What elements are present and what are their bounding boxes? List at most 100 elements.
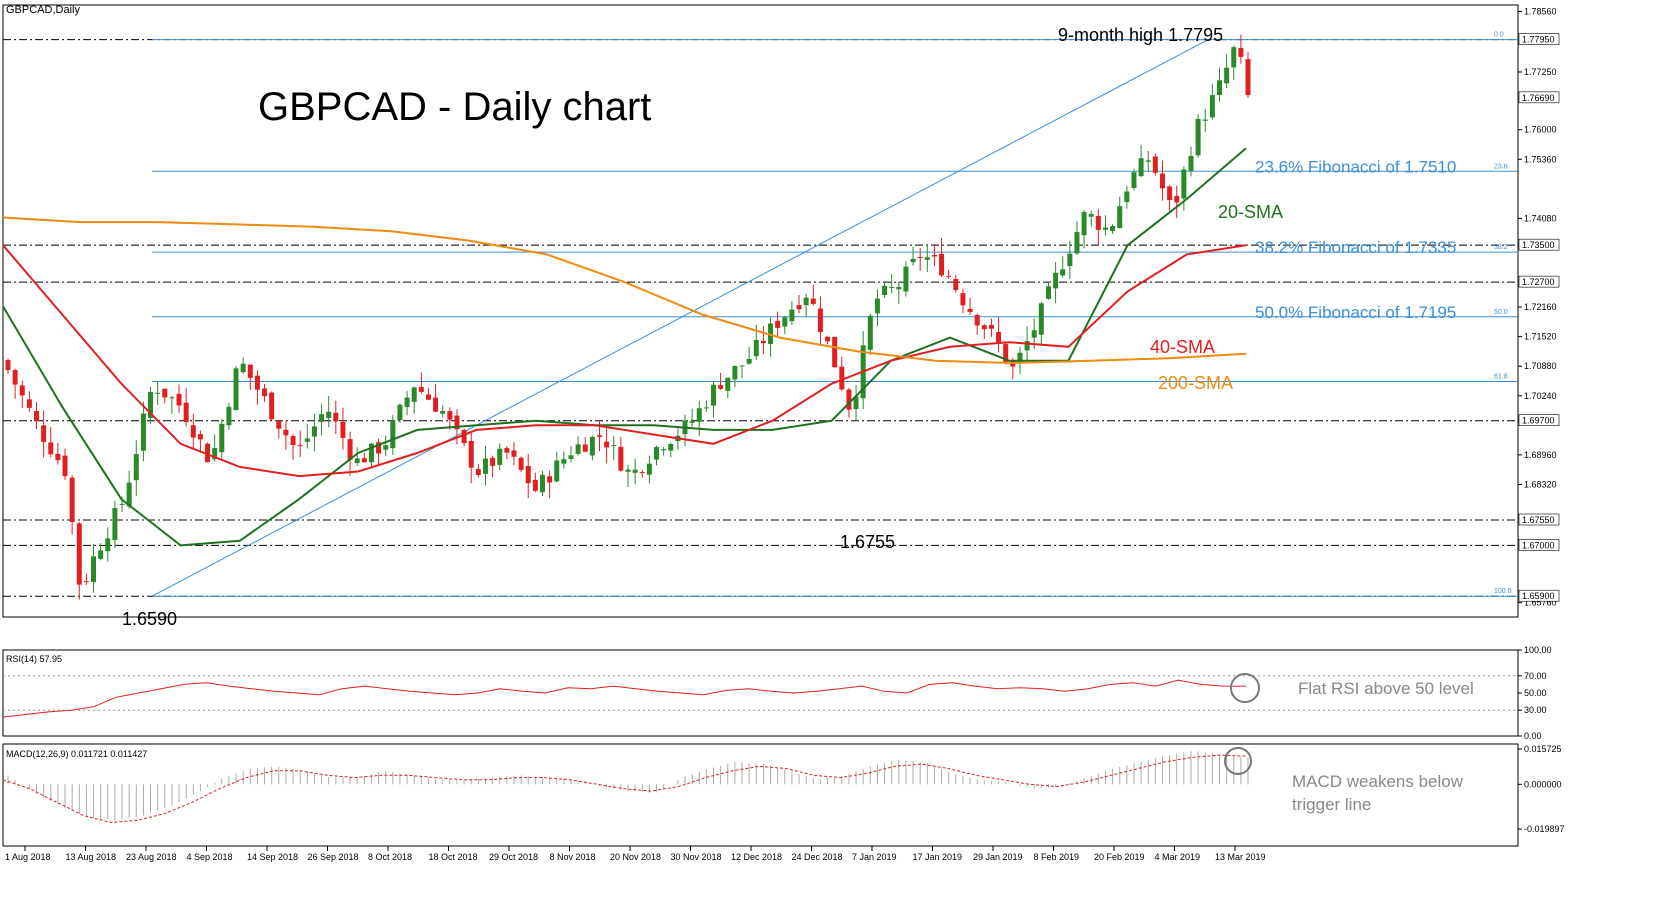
candle-body: [618, 446, 624, 471]
candle-body: [1124, 191, 1130, 203]
candle-body: [753, 339, 759, 357]
candle-body: [917, 257, 923, 259]
candle-body: [1038, 303, 1044, 335]
candle-body: [604, 441, 610, 448]
candle-body: [768, 323, 774, 344]
rsi-label: RSI(14) 57.95: [6, 654, 62, 664]
candle-body: [1095, 215, 1101, 230]
candle-body: [575, 444, 581, 454]
candle-body: [960, 293, 966, 306]
sma200-line: [2, 216, 1247, 365]
candle-body: [525, 465, 531, 484]
fibonacci-trendline: [151, 39, 1209, 597]
price-tick-label: 1.77250: [1524, 67, 1557, 77]
candle-body: [789, 309, 795, 322]
rsi-annotation: Flat RSI above 50 level: [1298, 679, 1474, 698]
annotation-label: 1.6590: [122, 609, 177, 629]
candle-body: [1031, 330, 1037, 338]
candle-body: [1024, 341, 1030, 351]
macd-panel: MACD(12,26,9) 0.011721 0.011427 0.015725 0…: [2, 744, 1565, 834]
candle-body: [639, 471, 645, 473]
candle-body: [1060, 269, 1066, 276]
candle-body: [696, 408, 702, 422]
candle-body: [126, 482, 132, 507]
candle-body: [105, 538, 111, 552]
price-tick-label: 1.72160: [1524, 302, 1557, 312]
candle-body: [718, 385, 724, 389]
candle-body: [817, 308, 823, 333]
candle-body: [1202, 119, 1208, 121]
fibonacci-level-label: 0.0: [1494, 32, 1504, 39]
candle-body: [739, 365, 745, 367]
candle-body: [5, 360, 11, 371]
candle-body: [867, 315, 873, 350]
price-tick-label: 1.78560: [1524, 6, 1557, 16]
date-label: 8 Oct 2018: [368, 852, 412, 862]
candle-body: [589, 436, 595, 456]
price-highlight-box: [1518, 275, 1560, 288]
candle-body: [197, 434, 203, 440]
candle-body: [240, 363, 246, 373]
price-tick-label: 1.76000: [1524, 125, 1557, 135]
price-highlight-label: 1.65900: [1522, 591, 1555, 601]
candle-body: [490, 457, 496, 466]
date-label: 23 Aug 2018: [126, 852, 177, 862]
price-highlight-label: 1.73500: [1522, 240, 1555, 250]
candle-body: [319, 414, 325, 422]
fibonacci-level-label: 61.8: [1494, 373, 1508, 380]
price-highlight-box: [1518, 414, 1560, 426]
candle-body: [133, 454, 139, 481]
candle-body: [903, 266, 909, 292]
macd-annotation-line2: trigger line: [1292, 795, 1371, 814]
candle-body: [190, 425, 196, 438]
candle-body: [1145, 160, 1151, 162]
candle-body: [475, 469, 481, 476]
macd-tick-label: -0.019897: [1524, 824, 1565, 834]
candle-body: [361, 458, 367, 463]
macd-annotation-line1: MACD weakens below: [1292, 772, 1464, 791]
candle-body: [689, 421, 695, 423]
candle-body: [205, 443, 211, 463]
candle-body: [924, 257, 930, 260]
candle-body: [668, 444, 674, 451]
candle-body: [368, 443, 374, 463]
candle-body: [561, 459, 567, 464]
candle-body: [112, 508, 118, 541]
candle-body: [953, 278, 959, 291]
candle-body: [1174, 196, 1180, 203]
candle-body: [1110, 225, 1116, 232]
rsi-highlight-circle: [1230, 673, 1260, 703]
candle-body: [425, 394, 431, 400]
price-highlight-label: 1.67550: [1522, 515, 1555, 525]
candle-body: [1167, 186, 1173, 201]
candle-body: [532, 479, 538, 491]
candle-body: [297, 445, 303, 447]
candle-body: [226, 406, 232, 426]
candle-body: [1053, 272, 1059, 289]
fibonacci-level-label: 38.2: [1494, 244, 1508, 251]
candle-body: [333, 412, 339, 422]
fibonacci-level-label: 50.0: [1494, 309, 1508, 316]
candle-body: [155, 392, 161, 394]
candle-body: [760, 340, 766, 344]
price-highlight-label: 1.69700: [1522, 416, 1555, 426]
candle-body: [1224, 67, 1230, 84]
candle-body: [582, 444, 588, 452]
candle-body: [1081, 212, 1087, 236]
rsi-line: [2, 679, 1247, 718]
candle-body: [511, 450, 517, 457]
annotation-label: 40-SMA: [1150, 337, 1215, 357]
candle-body: [233, 368, 239, 411]
fibonacci-level-label: 100.0: [1494, 588, 1512, 595]
candle-body: [832, 336, 838, 368]
price-highlight-box: [1518, 91, 1560, 104]
candle-body: [98, 550, 104, 559]
candle-body: [262, 388, 268, 397]
rsi-tick-label: 50.00: [1524, 688, 1547, 698]
candle-body: [62, 455, 68, 477]
price-tick-label: 1.74080: [1524, 213, 1557, 223]
candle-body: [440, 411, 446, 414]
candle-body: [326, 411, 332, 419]
date-label: 20 Feb 2019: [1094, 852, 1145, 862]
